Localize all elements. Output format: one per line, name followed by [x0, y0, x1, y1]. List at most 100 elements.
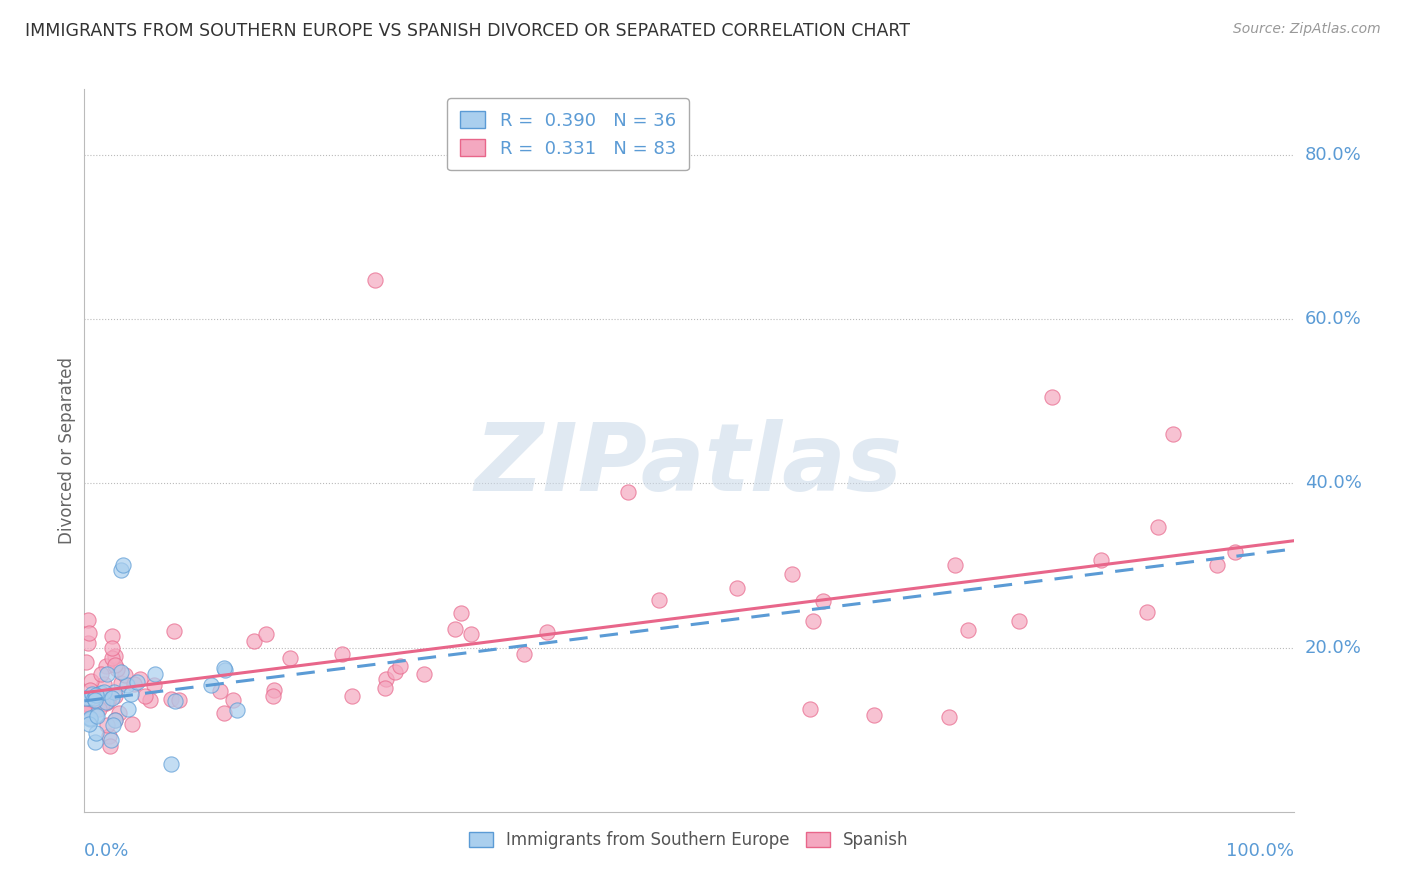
Point [363, 273, 385, 287]
Point [104, 689, 127, 703]
Point [87, 702, 110, 716]
Point [103, 657, 125, 672]
Point [80, 673, 103, 688]
Point [77, 691, 100, 706]
Point [342, 689, 364, 703]
Point [165, 694, 187, 708]
Point [160, 757, 183, 772]
Point [212, 661, 235, 675]
Point [96, 718, 118, 732]
Point [104, 713, 127, 727]
Point [412, 666, 434, 681]
Point [77, 626, 100, 640]
Point [112, 558, 135, 573]
Text: 60.0%: 60.0% [1305, 310, 1361, 328]
Point [120, 687, 142, 701]
Point [330, 647, 353, 661]
Legend: Immigrants from Southern Europe, Spanish: Immigrants from Southern Europe, Spanish [461, 823, 917, 857]
Point [127, 675, 149, 690]
Point [83, 693, 105, 707]
Point [262, 690, 284, 704]
Point [513, 648, 536, 662]
Point [1135, 605, 1157, 619]
Point [84, 688, 107, 702]
Point [938, 710, 960, 724]
Point [90, 686, 112, 700]
Point [97, 693, 120, 707]
Text: 100.0%: 100.0% [1226, 842, 1294, 860]
Point [75, 706, 97, 721]
Point [121, 716, 143, 731]
Point [801, 615, 824, 629]
Text: ZIPatlas: ZIPatlas [475, 419, 903, 511]
Point [86, 707, 108, 722]
Point [374, 681, 396, 696]
Point [100, 733, 122, 747]
Point [169, 692, 191, 706]
Point [82, 687, 104, 701]
Point [101, 718, 124, 732]
Point [84, 726, 107, 740]
Point [862, 707, 884, 722]
Point [143, 678, 166, 692]
Point [93, 684, 115, 698]
Point [143, 666, 166, 681]
Point [96, 696, 118, 710]
Point [134, 689, 156, 703]
Point [214, 706, 236, 720]
Point [110, 562, 132, 576]
Point [101, 629, 124, 643]
Point [79, 712, 101, 726]
Point [200, 677, 222, 691]
Point [79, 683, 101, 698]
Point [103, 714, 125, 728]
Point [114, 667, 136, 681]
Point [110, 676, 132, 690]
Point [98, 739, 121, 754]
Point [1008, 614, 1031, 628]
Point [243, 634, 266, 648]
Point [100, 690, 122, 705]
Point [648, 593, 671, 607]
Point [93, 677, 115, 691]
Text: 0.0%: 0.0% [84, 842, 129, 860]
Point [108, 706, 131, 720]
Point [780, 566, 803, 581]
Point [77, 698, 100, 712]
Point [263, 683, 285, 698]
Point [90, 667, 112, 681]
Point [104, 648, 127, 663]
Point [101, 651, 124, 665]
Point [208, 683, 231, 698]
Point [91, 691, 114, 706]
Point [79, 711, 101, 725]
Point [79, 717, 101, 731]
Text: 40.0%: 40.0% [1305, 475, 1361, 492]
Point [105, 662, 128, 676]
Point [89, 691, 111, 706]
Point [117, 702, 139, 716]
Point [956, 624, 979, 638]
Point [1161, 427, 1184, 442]
Point [163, 624, 186, 638]
Point [122, 676, 145, 690]
Point [374, 672, 396, 686]
Point [214, 663, 236, 677]
Point [226, 703, 249, 717]
Point [384, 665, 406, 679]
Point [222, 693, 245, 707]
Point [75, 691, 97, 706]
Point [943, 558, 966, 572]
Point [91, 697, 114, 711]
Point [1223, 545, 1246, 559]
Point [94, 692, 117, 706]
Point [254, 627, 277, 641]
Point [83, 691, 105, 706]
Point [76, 636, 98, 650]
Point [811, 594, 834, 608]
Point [96, 695, 118, 709]
Point [96, 667, 118, 681]
Point [617, 484, 640, 499]
Point [1090, 553, 1112, 567]
Point [139, 693, 162, 707]
